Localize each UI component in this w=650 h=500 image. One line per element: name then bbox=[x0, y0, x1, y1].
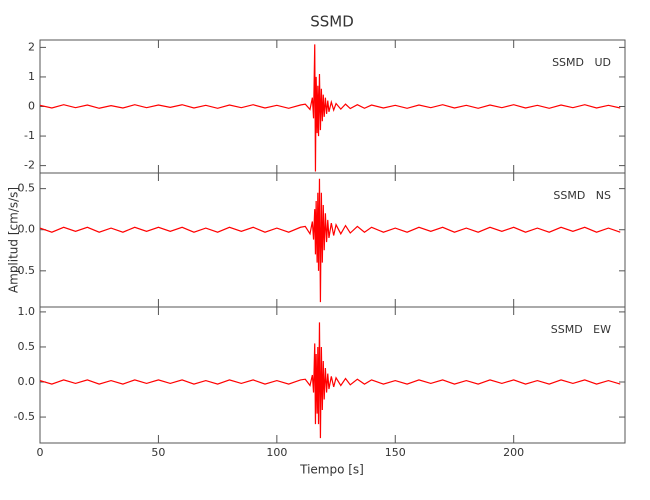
trace bbox=[39, 44, 621, 172]
y-tick-label: 0.5 bbox=[18, 182, 36, 195]
y-tick-label: -0.5 bbox=[14, 264, 35, 277]
x-tick-label: 0 bbox=[37, 446, 44, 459]
y-tick-label: -1 bbox=[24, 129, 35, 142]
trace bbox=[39, 178, 621, 303]
x-tick-label: 100 bbox=[266, 446, 287, 459]
y-tick-label: -2 bbox=[24, 159, 35, 172]
y-tick-label: 0.0 bbox=[18, 375, 36, 388]
x-tick-label: 150 bbox=[385, 446, 406, 459]
panel-label: SSMD EW bbox=[551, 323, 611, 336]
x-axis-label: Tiempo [s] bbox=[299, 463, 364, 477]
x-tick-label: 50 bbox=[151, 446, 165, 459]
panel-label: SSMD UD bbox=[552, 56, 611, 69]
y-tick-label: 0.0 bbox=[18, 223, 36, 236]
y-tick-label: 0 bbox=[28, 100, 35, 113]
chart-title: SSMD bbox=[310, 13, 354, 31]
trace bbox=[39, 322, 621, 439]
y-tick-label: 1 bbox=[28, 70, 35, 83]
panel-frame bbox=[39, 306, 626, 444]
y-tick-label: 2 bbox=[28, 40, 35, 53]
y-tick-label: -0.5 bbox=[14, 410, 35, 423]
panel-label: SSMD NS bbox=[553, 189, 611, 202]
y-tick-label: 0.5 bbox=[18, 340, 36, 353]
panel-frame bbox=[39, 172, 626, 308]
y-axis-label: Amplitud [cm/s/s] bbox=[7, 187, 21, 293]
x-tick-label: 200 bbox=[503, 446, 524, 459]
y-tick-label: 1.0 bbox=[18, 305, 36, 318]
